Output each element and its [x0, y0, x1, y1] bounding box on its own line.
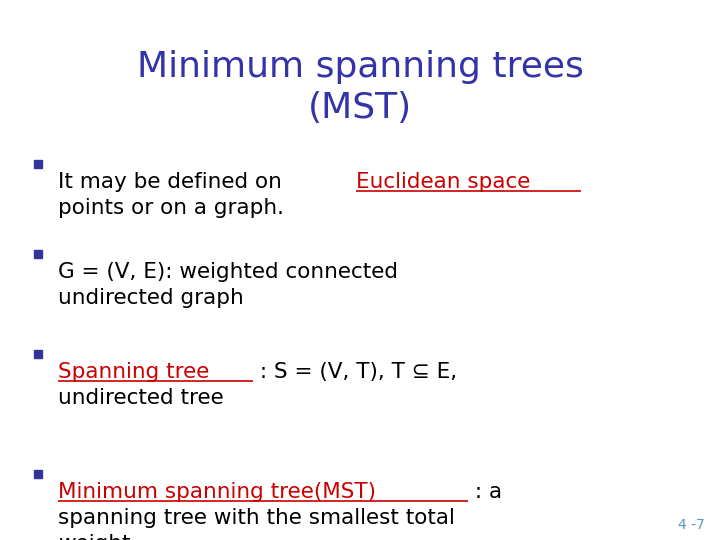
Text: 4 -7: 4 -7	[678, 518, 705, 532]
Text: weight.: weight.	[58, 534, 138, 540]
Text: : S = (V, T), T ⊆ E,: : S = (V, T), T ⊆ E,	[253, 362, 457, 382]
Text: Spanning tree: Spanning tree	[58, 362, 210, 382]
Text: G = (V, E): weighted connected: G = (V, E): weighted connected	[58, 262, 398, 282]
Text: undirected tree: undirected tree	[58, 388, 224, 408]
Text: : a: : a	[468, 482, 503, 502]
Text: undirected graph: undirected graph	[58, 288, 244, 308]
Text: Minimum spanning trees
(MST): Minimum spanning trees (MST)	[137, 50, 583, 125]
Text: spanning tree with the smallest total: spanning tree with the smallest total	[58, 508, 455, 528]
Text: Minimum spanning tree(MST): Minimum spanning tree(MST)	[58, 482, 376, 502]
Text: points or on a graph.: points or on a graph.	[58, 198, 284, 218]
Text: Euclidean space: Euclidean space	[356, 172, 530, 192]
Text: It may be defined on: It may be defined on	[58, 172, 289, 192]
